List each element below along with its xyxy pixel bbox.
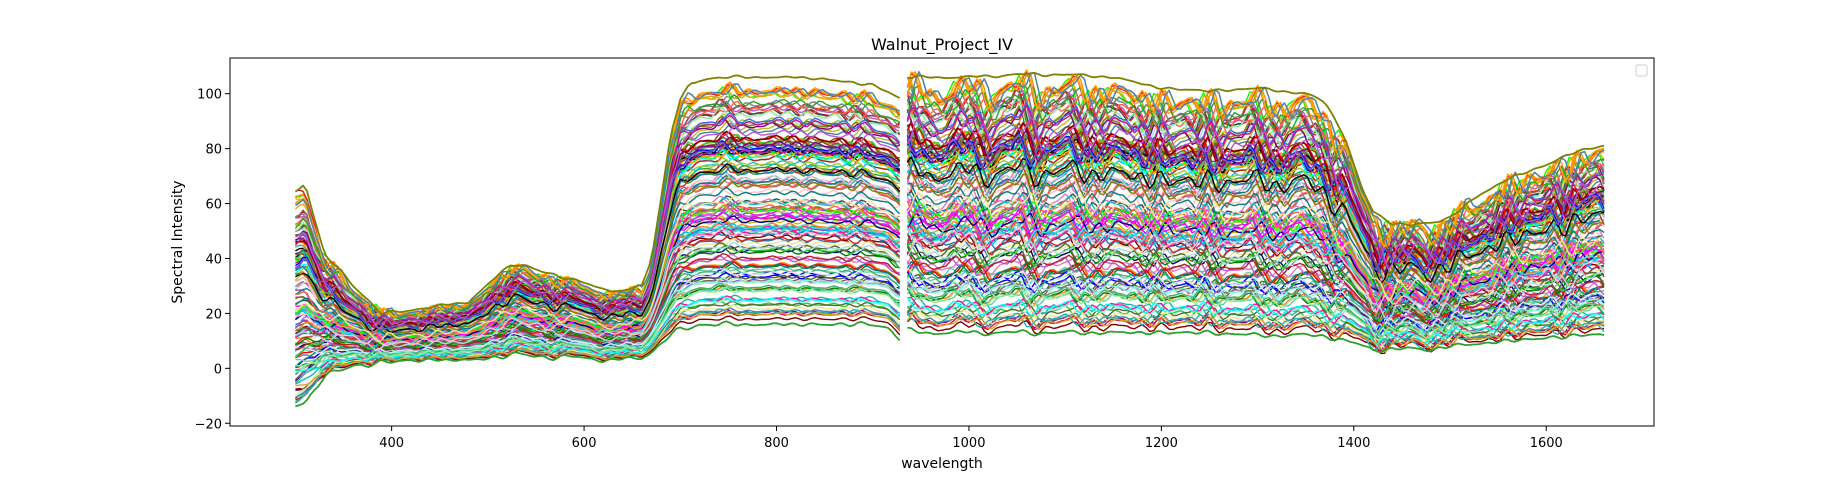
spectrum-line [295,310,1605,387]
chart-title: Walnut_Project_IV [871,35,1013,55]
y-tick-label: 80 [205,143,222,158]
spectrum-line [295,295,1605,372]
series-lines [294,69,1605,408]
spectrum-line [295,122,1605,328]
series-line-lowest [295,320,1605,408]
y-axis-label: Spectral Intensity [170,180,186,303]
y-tick-label: 20 [205,307,222,322]
plot-frame [229,57,1655,427]
spectrum-line [295,286,1605,367]
spectrum-line [295,171,1605,337]
y-tick-label: 60 [205,198,222,213]
y-tick-label: −20 [195,417,222,432]
spectrum-line [295,156,1605,334]
x-tick-label: 1600 [1530,436,1563,451]
x-axis-label: wavelength [901,456,983,472]
y-tick-label: 40 [205,252,222,267]
spectrum-line [295,208,1605,343]
series-line-highest [294,72,1605,315]
spectrum-line [295,71,1605,323]
spectrum-line [295,158,1605,336]
x-axis: 400 600 800 1000 1200 1400 1600 [379,426,1563,451]
spectrum-line [295,240,1605,351]
legend-box [1635,64,1648,77]
spectrum-line [294,191,1605,343]
y-tick-label: 100 [197,88,222,103]
spectrum-line [294,133,1605,330]
spectrum-line [295,251,1605,352]
y-tick-label: 0 [214,362,222,377]
spectrum-line [294,83,1605,323]
x-tick-label: 1200 [1145,436,1178,451]
spectrum-line [295,116,1605,330]
x-tick-label: 1400 [1337,436,1370,451]
x-tick-label: 1000 [952,436,985,451]
spectrum-line [295,242,1605,349]
spectrum-line [294,282,1605,384]
x-tick-label: 800 [764,436,789,451]
x-tick-label: 600 [572,436,597,451]
spectrum-line [295,226,1605,346]
y-axis: −20 0 20 40 60 80 100 [195,88,230,432]
x-tick-label: 400 [379,436,404,451]
spectrum-line [295,267,1605,356]
